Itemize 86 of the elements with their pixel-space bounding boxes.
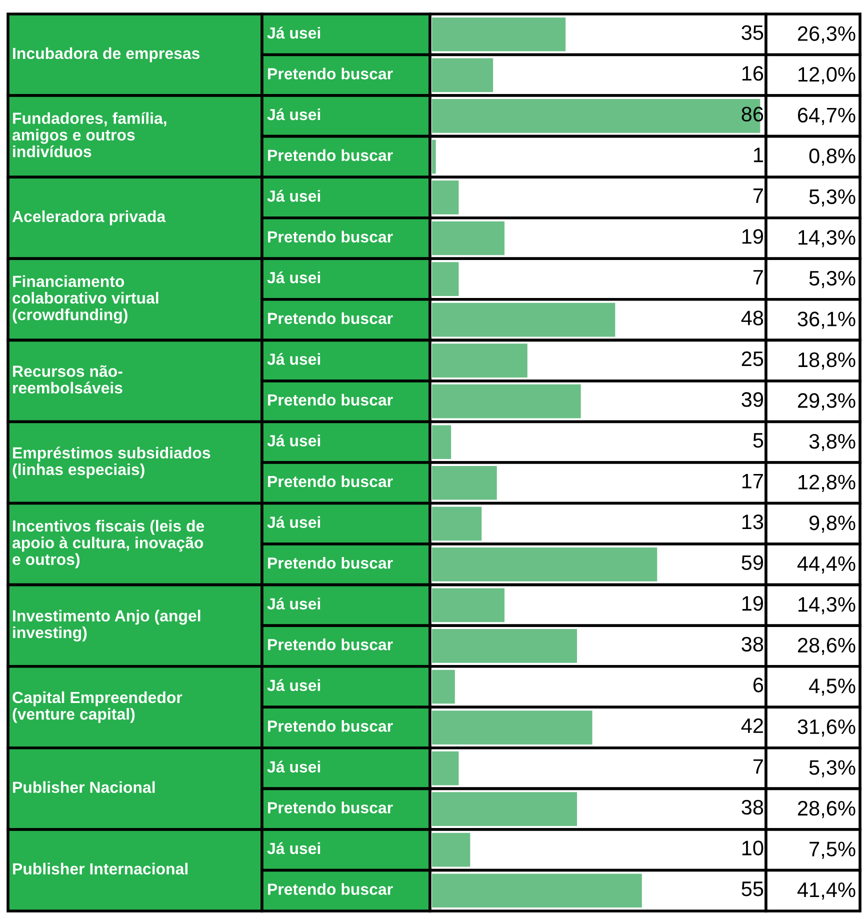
text: 3,8% <box>809 434 856 452</box>
bar <box>432 670 455 704</box>
bar <box>432 466 497 500</box>
bar <box>432 506 482 541</box>
text: 5,3% <box>809 270 856 288</box>
data-label: 7 <box>753 759 763 774</box>
data-label: 39 <box>742 392 764 407</box>
data-label: 16 <box>742 66 764 81</box>
y-tick-label: Pretendo buscar <box>268 475 393 488</box>
text: Incubadora de empresas <box>13 47 200 62</box>
y-tick-label: Pretendo buscar <box>268 720 393 732</box>
y-tick-label: Pretendo buscar <box>268 638 393 650</box>
y-tick-label: Pretendo buscar <box>268 394 393 406</box>
text: 5,3% <box>809 189 856 207</box>
text: Publisher Internacional <box>13 862 188 875</box>
bar <box>432 140 436 174</box>
text: 5,3% <box>809 760 856 778</box>
text: Publisher Nacional <box>13 781 155 793</box>
data-label: 19 <box>742 229 764 244</box>
text: Financiamento colaborativo virtual (crowdfunding) <box>12 275 158 324</box>
data-label: 35 <box>742 25 764 40</box>
data-label: 1 <box>754 148 763 162</box>
y-tick-label: Já usei <box>267 190 320 202</box>
bar <box>432 221 505 256</box>
text: Aceleradora privada <box>12 210 166 226</box>
data-label: 5 <box>753 433 764 448</box>
data-label: 38 <box>742 800 764 815</box>
text: Investimento Anjo (angel investing) <box>13 610 200 642</box>
text: 18,8% <box>798 352 856 370</box>
text: 41,4% <box>797 882 856 900</box>
text: 12,8% <box>798 474 856 492</box>
bar <box>432 751 459 786</box>
y-tick-label: Já usei <box>267 598 320 610</box>
bar <box>432 180 459 214</box>
text: 28,6% <box>798 800 856 818</box>
y-tick-label: Já usei <box>267 842 320 854</box>
text: 0,8% <box>809 148 856 166</box>
text: 7,5% <box>810 842 856 859</box>
data-label: 19 <box>742 596 764 611</box>
data-label: 10 <box>742 840 764 856</box>
text: Empréstimos subsidiados (linhas especiais) <box>12 446 210 478</box>
data-label: 7 <box>753 270 763 284</box>
text: Fundadores, família, amigos e outros indivíduos <box>12 112 166 158</box>
text: 14,3% <box>798 230 856 248</box>
bar <box>432 262 459 296</box>
data-label: 6 <box>753 678 764 692</box>
bar <box>432 832 470 867</box>
text: 12,0% <box>798 67 856 84</box>
text: 44,4% <box>797 556 856 574</box>
text: Recursos não- reembolsáveis <box>13 365 122 394</box>
y-tick-label: Já usei <box>267 516 320 528</box>
data-label: 42 <box>741 718 763 733</box>
y-tick-label: Pretendo buscar <box>268 883 393 895</box>
text: 9,8% <box>809 516 856 533</box>
data-label: 38 <box>742 636 764 652</box>
data-label: 25 <box>742 351 764 366</box>
y-tick-label: Pretendo buscar <box>268 149 393 161</box>
y-tick-label: Já usei <box>267 434 320 446</box>
data-label: 13 <box>742 514 764 530</box>
y-tick-label: Já usei <box>267 271 320 284</box>
data-label: 17 <box>742 474 763 488</box>
y-tick-label: Já usei <box>267 26 320 39</box>
text: 29,3% <box>798 393 856 410</box>
data-label: 48 <box>741 310 764 326</box>
data-label: 7 <box>753 188 763 203</box>
data-label: 59 <box>742 555 764 570</box>
y-tick-label: Já usei <box>267 679 320 692</box>
text: 4,5% <box>808 678 856 696</box>
text: 14,3% <box>798 597 856 614</box>
y-tick-label: Pretendo buscar <box>268 556 393 569</box>
y-tick-label: Pretendo buscar <box>268 68 393 80</box>
data-label: 55 <box>742 882 764 896</box>
bar <box>432 425 452 460</box>
text: 64,7% <box>798 108 856 125</box>
y-tick-label: Já usei <box>267 760 320 773</box>
y-tick-label: Já usei <box>267 108 320 120</box>
y-tick-label: Pretendo buscar <box>268 802 393 814</box>
y-tick-label: Já usei <box>267 352 320 365</box>
text: 28,6% <box>798 638 856 656</box>
text: 26,3% <box>798 26 856 44</box>
y-tick-label: Pretendo buscar <box>268 230 393 243</box>
text: Capital Empreendedor (venture capital) <box>12 691 182 723</box>
text: 36,1% <box>798 312 856 329</box>
text: Incentivos fiscais (leis de apoio à cultura, inovação e outros) <box>12 520 204 568</box>
text: 31,6% <box>798 719 856 737</box>
y-tick-label: Pretendo buscar <box>268 312 393 324</box>
